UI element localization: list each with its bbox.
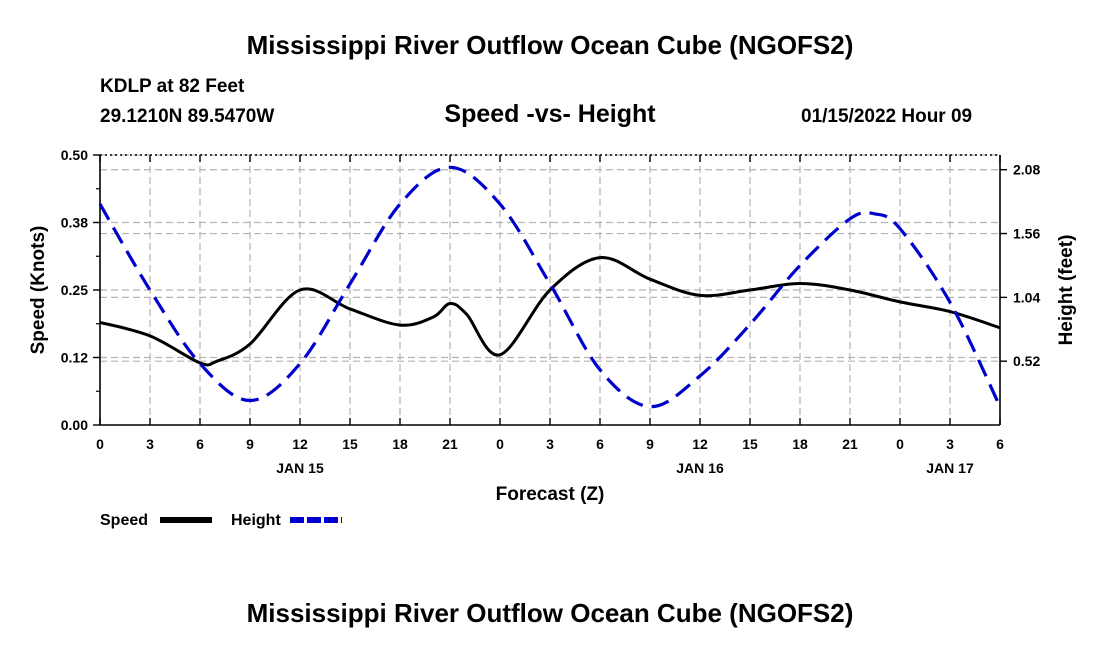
y-tick-label-left: 0.38 <box>61 215 88 231</box>
x-tick-label: 9 <box>246 436 254 452</box>
x-axis-title: Forecast (Z) <box>496 484 605 505</box>
y-tick-label-right: 0.52 <box>1013 353 1040 369</box>
legend-label: Height <box>231 512 281 529</box>
station-label: KDLP at 82 Feet <box>100 76 245 97</box>
x-tick-label: 9 <box>646 436 654 452</box>
x-tick-label: 0 <box>896 436 904 452</box>
x-tick-label: 12 <box>692 436 708 452</box>
axis-labels: 0 3 6 9 12 15 18 21 0 3 6 9 12 15 18 21 0 3 6 JAN 15 JAN 16 J… <box>28 147 1077 505</box>
axes <box>93 154 1007 426</box>
x-tick-label: 3 <box>146 436 154 452</box>
x-tick-label: 6 <box>196 436 204 452</box>
x-tick-label: 12 <box>292 436 308 452</box>
main-title: Mississippi River Outflow Ocean Cube (NG… <box>246 30 854 60</box>
date-label: JAN 17 <box>926 460 974 476</box>
x-tick-label: 6 <box>996 436 1004 452</box>
date-label: JAN 15 <box>276 460 324 476</box>
x-tick-label: 3 <box>946 436 954 452</box>
x-tick-label: 21 <box>842 436 858 452</box>
coordinates-label: 29.1210N 89.5470W <box>100 106 275 127</box>
y-tick-label-left: 0.12 <box>61 350 88 366</box>
y-tick-label-right: 1.56 <box>1013 226 1040 242</box>
x-tick-label: 18 <box>792 436 808 452</box>
y-tick-label-left: 0.50 <box>61 147 88 163</box>
x-tick-label: 21 <box>442 436 458 452</box>
footer-title: Mississippi River Outflow Ocean Cube (NG… <box>246 598 854 628</box>
x-tick-label: 6 <box>596 436 604 452</box>
x-tick-label: 15 <box>342 436 358 452</box>
x-tick-label: 15 <box>742 436 758 452</box>
y-tick-label-left: 0.25 <box>61 282 88 298</box>
y-tick-label-right: 1.04 <box>1013 289 1040 305</box>
x-tick-label: 18 <box>392 436 408 452</box>
y-axis-title-right: Height (feet) <box>1056 235 1077 346</box>
y-tick-label-right: 2.08 <box>1013 162 1040 178</box>
y-axis-title-left: Speed (Knots) <box>28 226 49 355</box>
date-label: JAN 16 <box>676 460 724 476</box>
x-tick-label: 3 <box>546 436 554 452</box>
series-layer <box>98 165 1002 409</box>
series-line-height <box>98 165 1002 409</box>
legend-label: Speed <box>100 512 148 529</box>
chart-subtitle: Speed -vs- Height <box>444 100 656 128</box>
datetime-label: 01/15/2022 Hour 09 <box>801 106 973 127</box>
x-tick-label: 0 <box>496 436 504 452</box>
legend: Speed Height <box>100 512 342 529</box>
y-tick-label-left: 0.00 <box>61 417 88 433</box>
series-line-speed <box>99 256 1001 367</box>
x-tick-label: 0 <box>96 436 104 452</box>
